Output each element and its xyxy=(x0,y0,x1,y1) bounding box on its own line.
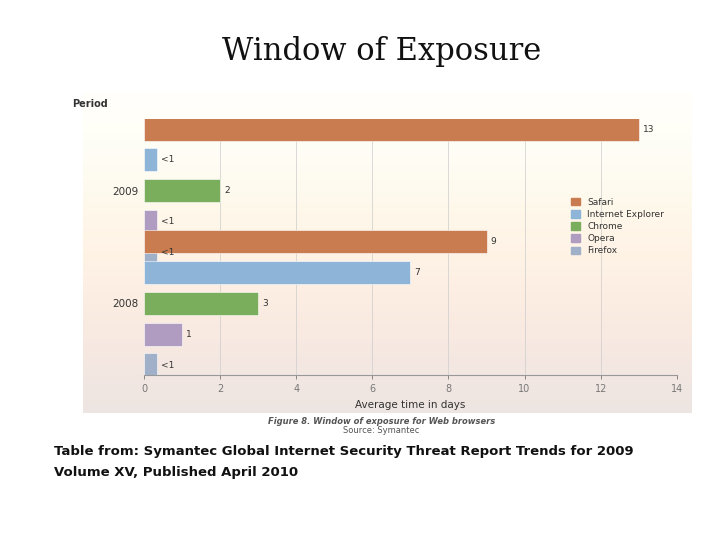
Bar xyxy=(144,210,157,233)
Text: Figure 8. Window of exposure for Web browsers: Figure 8. Window of exposure for Web bro… xyxy=(268,417,495,426)
Bar xyxy=(144,241,157,264)
Bar xyxy=(144,323,182,346)
Bar xyxy=(144,292,258,315)
Text: Volume XV, Published April 2010: Volume XV, Published April 2010 xyxy=(54,466,298,480)
Text: Table from: Symantec Global Internet Security Threat Report Trends for 2009: Table from: Symantec Global Internet Sec… xyxy=(54,444,634,458)
Text: 7: 7 xyxy=(414,268,420,277)
Text: Source: Symantec: Source: Symantec xyxy=(343,426,420,435)
Bar xyxy=(144,179,220,202)
Text: 13: 13 xyxy=(642,125,654,133)
Text: 9: 9 xyxy=(490,238,496,246)
Text: 3: 3 xyxy=(262,299,268,308)
Text: <1: <1 xyxy=(161,248,174,256)
Text: 2: 2 xyxy=(224,186,230,195)
Text: <1: <1 xyxy=(161,217,174,226)
Legend: Safari, Internet Explorer, Chrome, Opera, Firefox: Safari, Internet Explorer, Chrome, Opera… xyxy=(568,195,667,258)
Text: <1: <1 xyxy=(161,156,174,164)
X-axis label: Average time in days: Average time in days xyxy=(355,400,466,410)
Bar xyxy=(144,148,157,171)
Text: Period: Period xyxy=(72,98,108,109)
Text: <1: <1 xyxy=(161,361,174,369)
Bar xyxy=(144,231,487,253)
Bar xyxy=(144,261,410,284)
Bar xyxy=(144,354,157,376)
Bar xyxy=(144,118,639,140)
Text: Window of Exposure: Window of Exposure xyxy=(222,36,541,67)
Text: 1: 1 xyxy=(186,330,192,339)
